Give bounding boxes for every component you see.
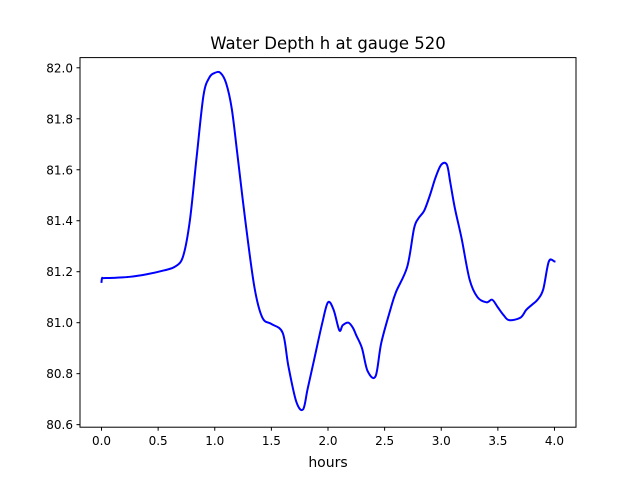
x-tick-label: 3.0 <box>432 434 451 448</box>
x-tick-label: 2.0 <box>318 434 337 448</box>
y-tick-label: 80.6 <box>46 418 73 432</box>
series-line-0 <box>100 70 556 412</box>
y-tick-label: 80.8 <box>46 367 73 381</box>
x-tick-label: 0.0 <box>92 434 111 448</box>
x-axis-ticks: 0.0 0.5 1.0 1.5 2.0 2.5 3.0 3.5 4.0 <box>92 427 564 448</box>
plot-area <box>80 57 576 428</box>
y-tick-label: 81.6 <box>46 163 73 177</box>
plot-frame <box>79 57 577 428</box>
x-tick-label: 0.5 <box>149 434 168 448</box>
series-layer <box>100 70 556 412</box>
y-tick-label: 81.4 <box>46 214 73 228</box>
y-tick-label: 82.0 <box>46 61 73 75</box>
x-tick-label: 4.0 <box>545 434 564 448</box>
y-axis-ticks: 80.6 80.8 81.0 81.2 81.4 81.6 81.8 82.0 <box>46 61 80 432</box>
chart-title: Water Depth h at gauge 520 <box>210 34 445 53</box>
y-tick-label: 81.0 <box>46 316 73 330</box>
x-tick-label: 3.5 <box>488 434 507 448</box>
x-tick-label: 1.5 <box>262 434 281 448</box>
y-tick-label: 81.8 <box>46 112 73 126</box>
y-tick-label: 81.2 <box>46 265 73 279</box>
x-tick-label: 1.0 <box>205 434 224 448</box>
x-axis-label: hours <box>308 455 347 471</box>
x-tick-label: 2.5 <box>375 434 394 448</box>
